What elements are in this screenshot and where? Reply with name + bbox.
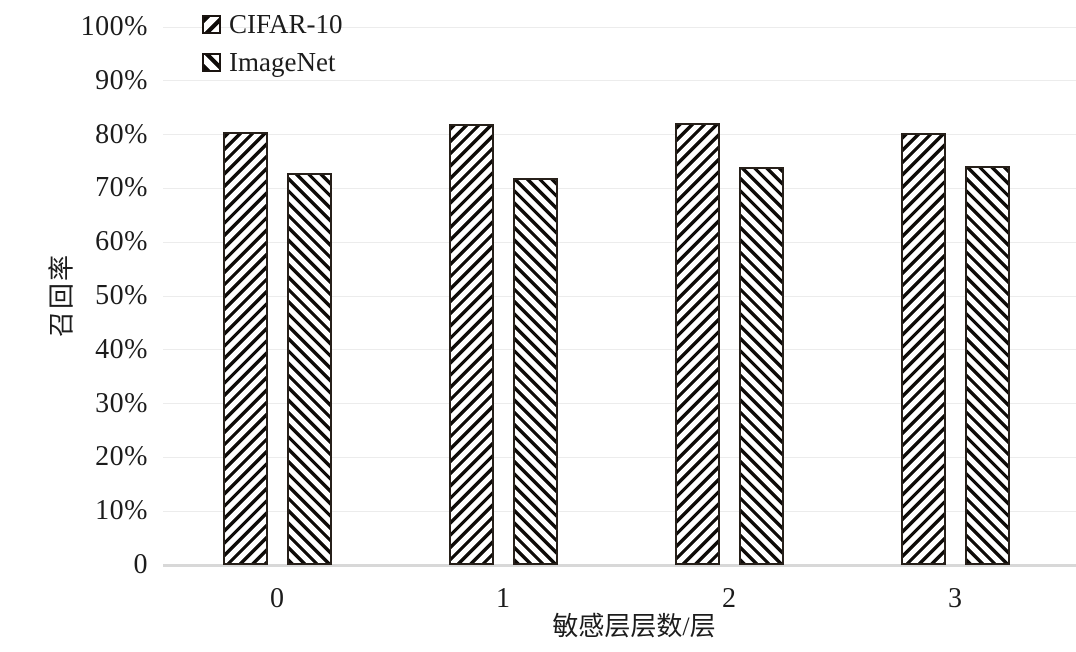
gridline — [163, 241, 1076, 243]
gridline — [163, 510, 1076, 512]
x-category-label: 3 — [948, 583, 962, 614]
legend-item-cifar10: CIFAR-10 — [202, 9, 343, 39]
y-tick-label: 60% — [95, 226, 148, 258]
y-tick-label: 70% — [95, 172, 148, 204]
y-tick-label: 0 — [133, 549, 148, 580]
legend: CIFAR-10 ImageNet — [202, 9, 343, 77]
bar-imagenet-cat0 — [287, 172, 332, 565]
gridline — [163, 295, 1076, 297]
gridline — [163, 26, 1076, 28]
y-tick-label: 30% — [95, 387, 148, 419]
y-tick-label: 20% — [95, 441, 148, 473]
y-axis-tick-labels: 0 10% 20% 30% 40% 50% 60% 70% 80% 90% 100% — [0, 0, 148, 652]
bar-imagenet-cat3 — [965, 166, 1010, 565]
bar-cifar10-cat2 — [675, 123, 720, 565]
y-tick-label: 80% — [95, 118, 148, 150]
y-tick-label: 90% — [95, 64, 148, 96]
x-axis-category-labels: 0 1 2 3 — [0, 583, 1076, 617]
gridline — [163, 456, 1076, 458]
plot-area — [163, 26, 1076, 567]
bar-cifar10-cat3 — [901, 132, 946, 565]
bar-cifar10-cat0 — [223, 131, 268, 565]
x-category-label: 1 — [496, 583, 510, 614]
x-category-label: 2 — [722, 583, 736, 614]
gridline — [163, 80, 1076, 82]
y-tick-label: 40% — [95, 333, 148, 365]
x-category-label: 0 — [270, 583, 284, 614]
forward-diagonal-hatch-swatch-icon — [202, 14, 221, 34]
y-tick-label: 50% — [95, 280, 148, 311]
backward-diagonal-hatch-swatch-icon — [202, 52, 221, 72]
legend-label: ImageNet — [229, 47, 336, 77]
y-tick-label: 10% — [95, 495, 148, 527]
legend-item-imagenet: ImageNet — [202, 47, 343, 77]
gridline — [163, 187, 1076, 189]
y-axis-title: 召回率 — [47, 252, 77, 338]
x-axis-title: 敏感层层数/层 — [552, 612, 716, 641]
legend-label: CIFAR-10 — [229, 9, 343, 39]
gridline — [163, 403, 1076, 405]
x-axis-line — [163, 564, 1076, 567]
bar-imagenet-cat1 — [513, 178, 558, 565]
gridline — [163, 134, 1076, 136]
y-tick-label: 100% — [80, 11, 148, 42]
gridline — [163, 349, 1076, 351]
bar-imagenet-cat2 — [739, 166, 784, 565]
bar-cifar10-cat1 — [449, 124, 494, 565]
